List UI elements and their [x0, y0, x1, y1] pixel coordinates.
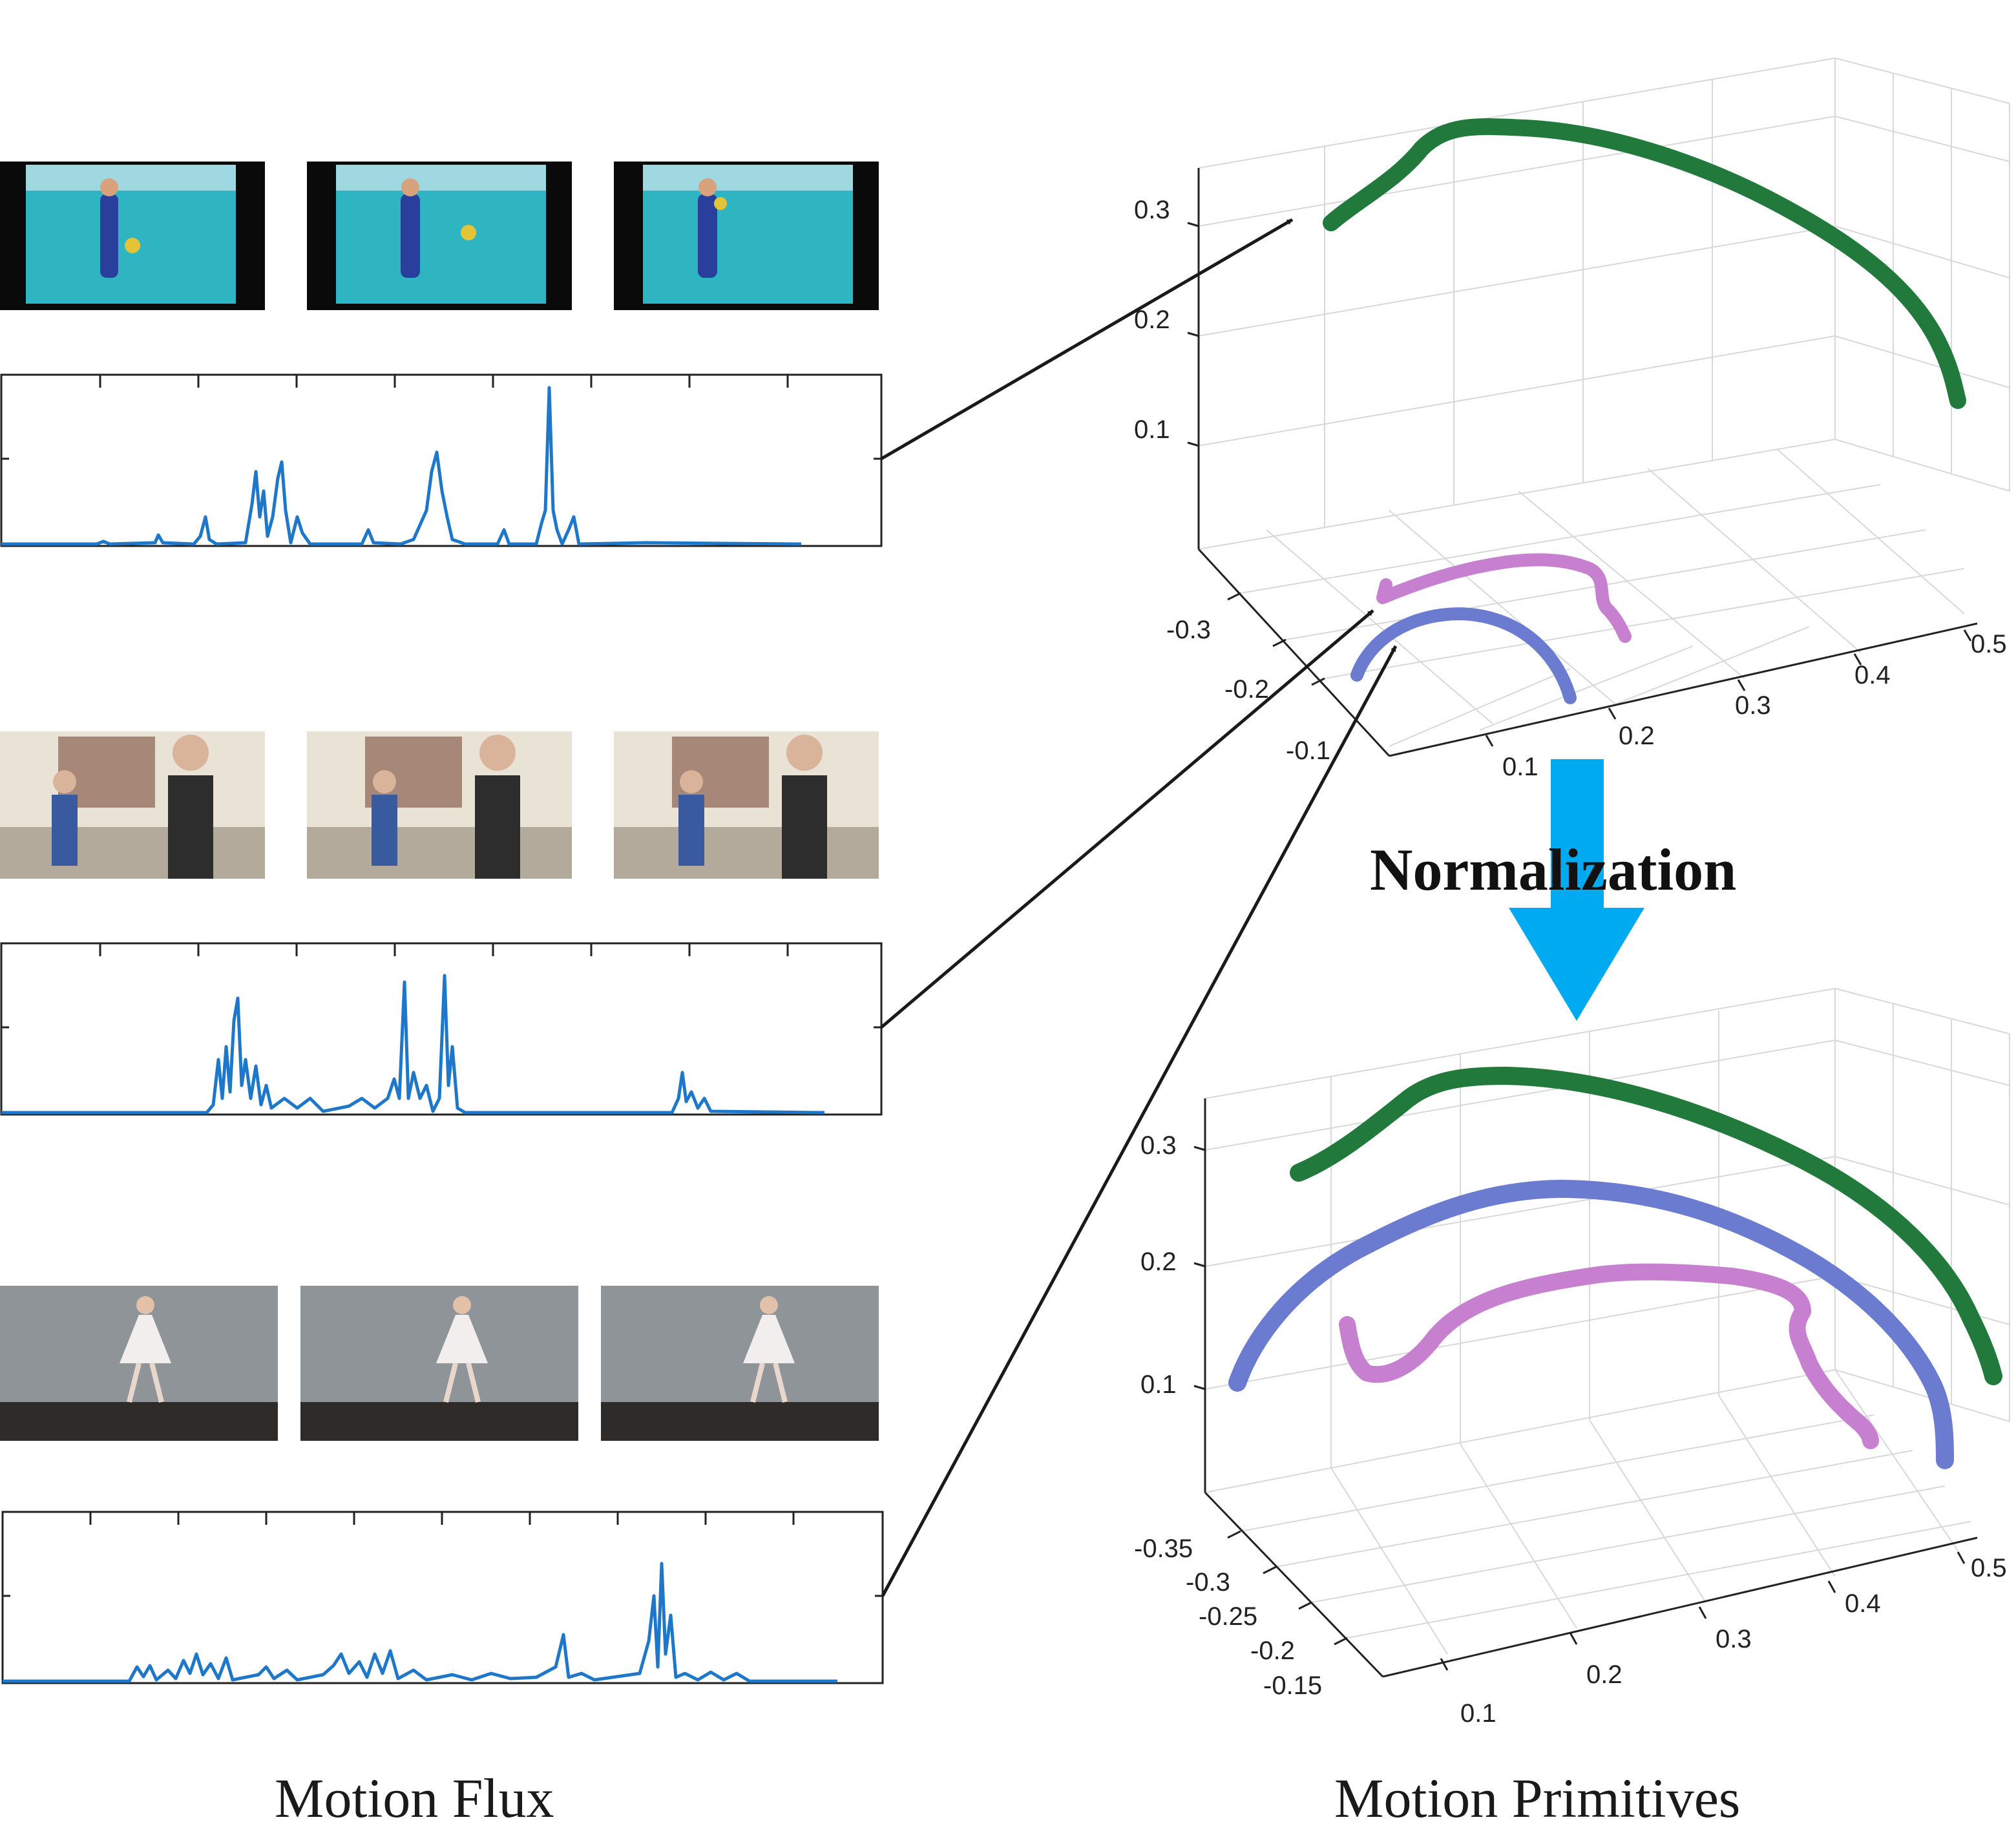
top-3d-plot: 0.3 0.2 0.1 -0.3 -0.2 -0.1 0.1 0.2 0.3 0… [1134, 58, 2010, 781]
volleyball-frame-3 [614, 162, 879, 310]
bottom-plot-tick-labels: 0.3 0.2 0.1 -0.35 -0.3 -0.25 -0.2 -0.15 … [1134, 1131, 2007, 1728]
top-blue-primitive [1350, 607, 1577, 704]
top-green-primitive [1323, 118, 1966, 409]
bottom-z-tick-3: 0.1 [1140, 1370, 1177, 1399]
arrow-flux1-to-green [880, 218, 1294, 461]
flux-series-2 [1, 974, 825, 1115]
top-y-tick-1: -0.3 [1166, 616, 1211, 644]
motion-flux-caption: Motion Flux [275, 1767, 554, 1829]
bottom-z-tick-2: 0.2 [1140, 1248, 1177, 1276]
kids-frames [0, 731, 879, 879]
bottom-y-tick-5: -0.15 [1263, 1671, 1322, 1700]
normalization-label: Normalization [1370, 837, 1737, 903]
bottom-y-tick-3: -0.25 [1199, 1602, 1257, 1631]
kids-frame-2 [307, 731, 572, 879]
top-z-tick-2: 0.2 [1134, 306, 1170, 334]
kids-frame-3 [614, 731, 879, 879]
flux-series-1 [1, 386, 802, 546]
ballet-frame-2 [300, 1286, 578, 1441]
ballet-frame-1 [0, 1286, 278, 1441]
ballet-frame-3 [601, 1286, 879, 1441]
bottom-y-tick-4: -0.2 [1250, 1637, 1295, 1665]
top-z-tick-1: 0.3 [1134, 196, 1170, 224]
ballet-frames [0, 1286, 879, 1441]
top-x-tick-1: 0.1 [1502, 753, 1538, 781]
top-x-tick-2: 0.2 [1619, 722, 1655, 750]
bottom-x-tick-2: 0.2 [1586, 1660, 1622, 1689]
bottom-pink-primitive [1339, 1263, 1879, 1449]
flux-plot-2 [0, 942, 883, 1116]
bottom-y-tick-1: -0.35 [1134, 1534, 1193, 1563]
bottom-y-tick-2: -0.3 [1186, 1568, 1230, 1597]
bottom-plot-grid [1204, 988, 2010, 1655]
motion-primitives-caption: Motion Primitives [1334, 1767, 1741, 1829]
volleyball-frames [0, 162, 879, 310]
bottom-z-tick-1: 0.3 [1140, 1131, 1177, 1160]
top-y-tick-3: -0.1 [1286, 737, 1330, 765]
bottom-x-tick-4: 0.4 [1845, 1589, 1881, 1618]
bottom-green-primitive [1290, 1067, 2002, 1385]
bottom-3d-plot: 0.3 0.2 0.1 -0.35 -0.3 -0.25 -0.2 -0.15 … [1134, 988, 2010, 1728]
bottom-x-tick-1: 0.1 [1460, 1699, 1496, 1728]
top-x-tick-5: 0.5 [1971, 630, 2007, 658]
top-plot-tick-labels: 0.3 0.2 0.1 -0.3 -0.2 -0.1 0.1 0.2 0.3 0… [1134, 196, 2007, 781]
flux-series-3 [3, 1562, 837, 1683]
top-x-tick-4: 0.4 [1854, 661, 1891, 689]
top-y-tick-2: -0.2 [1224, 675, 1269, 704]
kids-frame-1 [0, 731, 265, 879]
top-x-tick-3: 0.3 [1735, 691, 1771, 720]
bottom-x-tick-5: 0.5 [1971, 1554, 2007, 1582]
flux-plot-1 [0, 373, 883, 547]
bottom-x-tick-3: 0.3 [1716, 1625, 1752, 1653]
flux-plot-3 [1, 1511, 884, 1684]
connector-arrows [880, 218, 1398, 1597]
normalization-arrow [1509, 759, 1644, 1021]
bottom-plot-axes [1193, 1098, 1978, 1678]
arrow-flux3-to-blue [881, 645, 1398, 1597]
top-z-tick-3: 0.1 [1134, 415, 1170, 444]
top-pink-primitive [1376, 553, 1632, 643]
bottom-blue-primitive [1228, 1180, 1954, 1469]
volleyball-frame-2 [307, 162, 572, 310]
volleyball-frame-1 [0, 162, 265, 310]
arrow-flux2-to-pink [880, 609, 1374, 1029]
top-plot-axes [1187, 168, 1978, 757]
